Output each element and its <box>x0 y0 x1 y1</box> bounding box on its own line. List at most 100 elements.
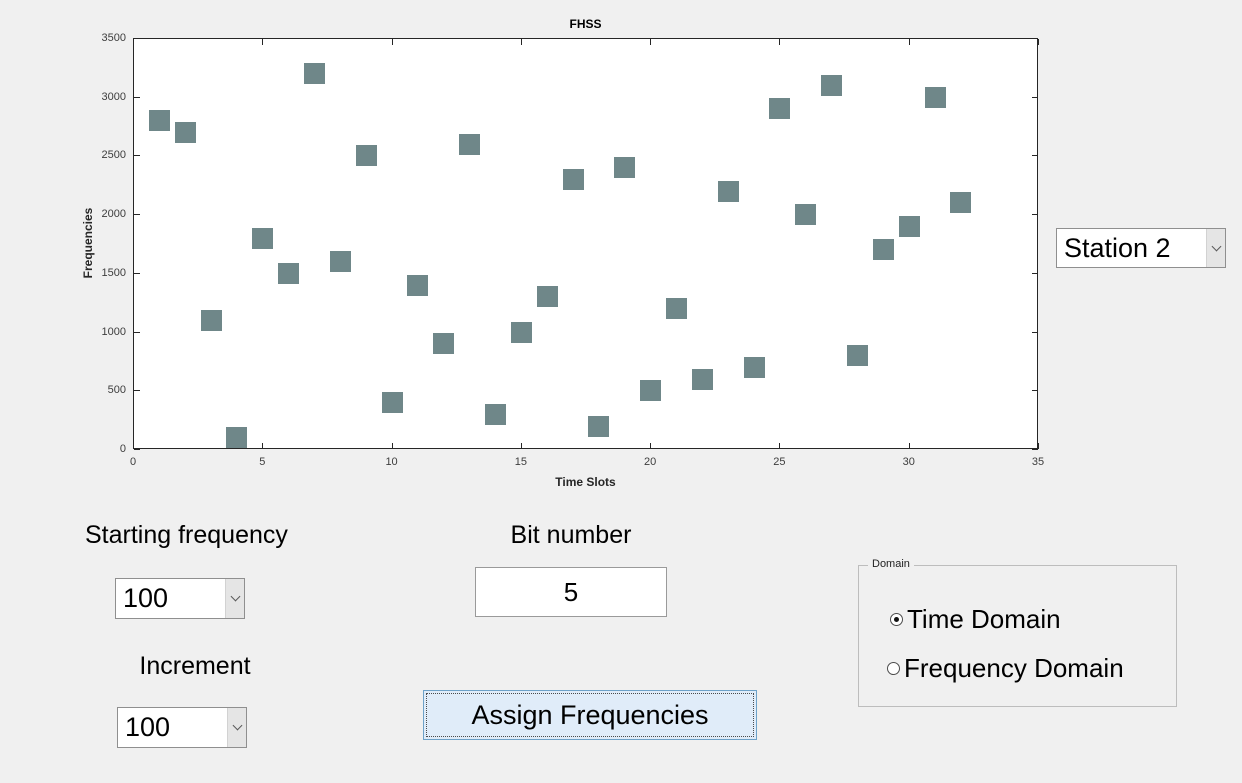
x-tick-mark <box>133 39 134 45</box>
y-tick-mark <box>134 272 140 274</box>
scatter-point <box>821 74 843 96</box>
y-tick-mark <box>1032 214 1038 216</box>
chart-title: FHSS <box>569 17 602 31</box>
x-tick-label: 25 <box>773 456 786 468</box>
x-tick-label: 10 <box>385 456 398 468</box>
radio-frequency-domain[interactable]: Frequency Domain <box>887 654 1124 683</box>
scatter-point <box>459 133 481 155</box>
scatter-point <box>304 63 325 85</box>
y-tick-mark <box>1032 38 1038 39</box>
y-tick-label: 0 <box>119 443 126 455</box>
radio-time-domain-label: Time Domain <box>907 604 1061 634</box>
assign-frequencies-button[interactable]: Assign Frequencies <box>423 690 757 740</box>
chevron-down-icon <box>1211 241 1221 251</box>
radio-time-domain[interactable]: Time Domain <box>890 605 1061 634</box>
scatter-point <box>148 110 170 132</box>
scatter-point <box>950 192 972 214</box>
y-tick-label: 1000 <box>101 325 126 338</box>
scatter-point <box>924 86 946 108</box>
y-tick-mark <box>134 331 140 333</box>
domain-panel: Domain <box>858 558 1177 707</box>
x-tick-label: 15 <box>514 456 527 468</box>
scatter-point <box>433 333 455 355</box>
x-axis-label: Time Slots <box>555 475 616 489</box>
scatter-point <box>614 157 636 179</box>
station-select-value: Station 2 <box>1064 232 1171 263</box>
x-tick-mark <box>262 39 264 45</box>
station-select-arrow[interactable] <box>1206 229 1225 267</box>
scatter-point <box>381 392 403 414</box>
starting-frequency-arrow[interactable] <box>225 579 244 618</box>
y-tick-label: 500 <box>107 384 126 397</box>
y-tick-label: 2000 <box>101 208 126 221</box>
scatter-point <box>795 204 817 226</box>
scatter-point <box>407 274 429 296</box>
starting-frequency-select[interactable]: 100 <box>115 578 245 619</box>
y-tick-label: 3000 <box>101 90 126 103</box>
increment-select[interactable]: 100 <box>117 707 247 748</box>
y-tick-mark <box>134 155 140 157</box>
y-tick-mark <box>1032 155 1038 157</box>
scatter-point <box>252 227 274 249</box>
scatter-point <box>226 427 248 449</box>
x-tick-mark <box>133 443 134 449</box>
scatter-point <box>691 368 713 390</box>
radio-button-icon[interactable] <box>887 661 900 675</box>
scatter-point <box>510 321 532 343</box>
scatter-point <box>898 215 920 237</box>
chevron-down-icon <box>230 591 240 602</box>
increment-value: 100 <box>125 712 171 742</box>
starting-frequency-label: Starting frequency <box>85 521 288 549</box>
starting-frequency-value: 100 <box>123 583 169 613</box>
radio-button-icon[interactable] <box>890 612 903 626</box>
x-tick-mark <box>520 443 522 449</box>
domain-panel-legend: Domain <box>868 558 914 570</box>
y-tick-mark <box>1032 331 1038 333</box>
scatter-point <box>536 286 558 308</box>
radio-frequency-domain-label: Frequency Domain <box>904 653 1124 683</box>
x-tick-mark <box>1038 39 1039 45</box>
scatter-point <box>717 180 739 202</box>
scatter-point <box>666 298 687 320</box>
bit-number-input[interactable] <box>475 567 667 617</box>
y-tick-mark <box>1032 96 1038 98</box>
scatter-point <box>640 380 662 402</box>
scatter-point <box>847 345 868 367</box>
y-tick-label: 2500 <box>101 149 126 162</box>
scatter-point <box>278 262 300 284</box>
y-tick-mark <box>134 38 140 39</box>
x-tick-mark <box>908 39 910 45</box>
scatter-point <box>769 98 791 120</box>
x-tick-mark <box>650 443 652 449</box>
x-tick-label: 30 <box>902 456 915 468</box>
scatter-point <box>872 239 894 261</box>
x-tick-mark <box>650 39 652 45</box>
scatter-point <box>174 121 196 143</box>
x-tick-label: 5 <box>259 456 266 468</box>
y-tick-mark <box>134 390 140 392</box>
x-tick-label: 35 <box>1031 456 1045 468</box>
y-tick-mark <box>134 449 140 450</box>
increment-arrow[interactable] <box>227 708 246 747</box>
scatter-point <box>355 145 377 167</box>
scatter-point <box>743 356 765 378</box>
y-tick-mark <box>1032 272 1038 274</box>
x-tick-label: 20 <box>644 456 657 468</box>
y-tick-mark <box>134 96 140 98</box>
x-tick-label: 0 <box>129 456 137 468</box>
chevron-down-icon <box>232 720 242 731</box>
bit-number-label: Bit number <box>510 521 632 549</box>
scatter-point <box>329 251 351 273</box>
y-tick-label: 1500 <box>101 266 126 279</box>
x-tick-mark <box>520 39 522 45</box>
x-tick-mark <box>1038 443 1039 449</box>
x-tick-mark <box>391 39 393 45</box>
y-tick-mark <box>1032 449 1038 450</box>
x-tick-mark <box>908 443 910 449</box>
x-tick-mark <box>262 443 264 449</box>
scatter-point <box>485 403 506 425</box>
scatter-point <box>588 415 610 437</box>
station-select[interactable]: Station 2 <box>1056 228 1226 268</box>
y-tick-mark <box>134 214 140 216</box>
